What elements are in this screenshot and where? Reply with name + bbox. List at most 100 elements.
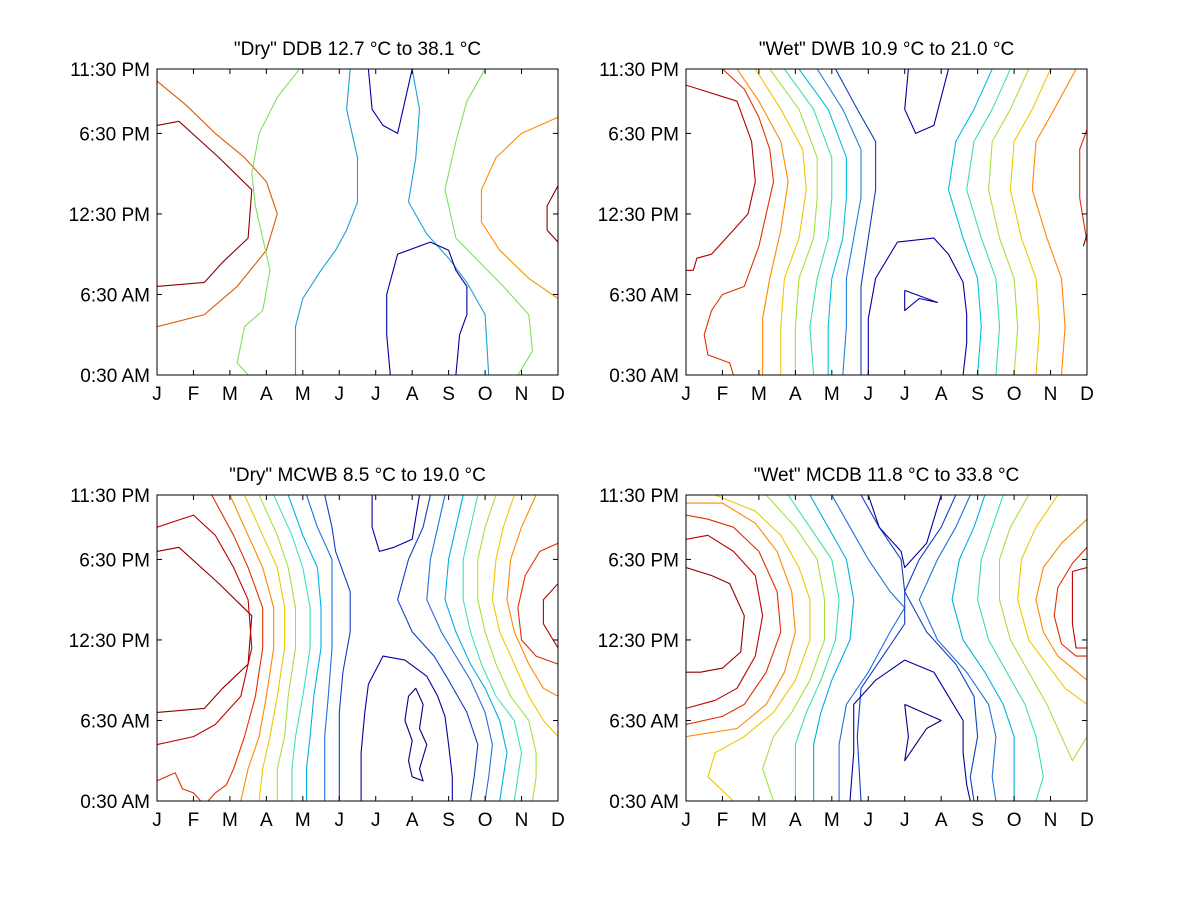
- y-tick-label: 11:30 PM: [70, 60, 150, 81]
- x-tick-label: J: [864, 384, 874, 405]
- x-tick-label: M: [295, 384, 311, 405]
- y-tick-label: 6:30 AM: [609, 285, 679, 306]
- contour-line: [506, 495, 558, 697]
- x-tick-label: J: [371, 810, 381, 831]
- contour-line: [904, 495, 979, 801]
- x-tick-label: M: [824, 384, 840, 405]
- contour-line: [157, 546, 253, 713]
- contour-line: [287, 495, 322, 801]
- contour-line: [477, 495, 537, 801]
- x-tick-label: D: [551, 384, 565, 405]
- contour-line: [904, 703, 942, 762]
- contour-line: [904, 289, 939, 312]
- contour-line: [1031, 69, 1077, 375]
- contour-line: [491, 495, 558, 737]
- contour-line: [407, 69, 490, 375]
- y-tick-label: 12:30 PM: [598, 631, 679, 652]
- contour-line: [360, 655, 453, 801]
- y-tick-label: 6:30 PM: [79, 550, 150, 571]
- contour-panel-3: "Dry" MCWB 8.5 °C to 19.0 °C J F M A M J J A S O N D…: [69, 465, 565, 831]
- contour-panel-1: "Dry" DDB 12.7 °C to 38.1 °C J F M A M J J A S O N D…: [69, 39, 565, 405]
- contour-line: [849, 659, 971, 801]
- x-tick-label: D: [1080, 810, 1094, 831]
- x-tick-label: M: [751, 384, 767, 405]
- x-tick-label: O: [1007, 384, 1022, 405]
- x-tick-label: O: [478, 384, 493, 405]
- x-tick-label: J: [681, 384, 691, 405]
- contour-line: [1082, 233, 1087, 247]
- contour-line: [762, 495, 826, 801]
- contour-line: [324, 495, 351, 801]
- y-tick-label: 6:30 PM: [79, 124, 150, 145]
- y-tick-label: 11:30 PM: [599, 60, 679, 81]
- contour-line: [816, 69, 862, 375]
- x-tick-label: A: [789, 384, 802, 405]
- y-tick-label: 6:30 AM: [80, 285, 150, 306]
- contour-line: [243, 495, 286, 801]
- contour-line: [783, 69, 833, 375]
- x-tick-label: N: [515, 810, 529, 831]
- y-tick-label: 0:30 AM: [80, 792, 150, 813]
- plot-border: [156, 494, 559, 802]
- y-tick-label: 0:30 AM: [609, 792, 679, 813]
- contour-line: [686, 514, 782, 726]
- contour-line: [1071, 566, 1087, 649]
- x-tick-label: O: [1007, 810, 1022, 831]
- x-tick-label: J: [152, 810, 162, 831]
- x-tick-label: A: [260, 384, 273, 405]
- contour-lines: [686, 495, 1087, 801]
- x-tick-label: J: [152, 384, 162, 405]
- contour-line: [305, 495, 333, 801]
- contour-line: [831, 495, 906, 801]
- contour-line: [754, 69, 807, 375]
- plot-area: [685, 68, 1088, 376]
- contour-line: [404, 687, 428, 782]
- contour-line: [686, 502, 796, 738]
- contour-line: [947, 69, 993, 375]
- x-tick-label: D: [551, 810, 565, 831]
- contour-line: [686, 84, 756, 271]
- x-tick-label: M: [222, 810, 238, 831]
- y-tick-label: 6:30 AM: [609, 711, 679, 732]
- x-tick-label: J: [900, 384, 910, 405]
- contour-line: [904, 69, 950, 134]
- y-tick-label: 0:30 AM: [80, 366, 150, 387]
- contour-line: [207, 495, 264, 801]
- contour-line: [542, 583, 558, 649]
- plot-area: [156, 68, 559, 376]
- contour-line: [444, 495, 508, 801]
- chart-title: "Dry" MCWB 8.5 °C to 19.0 °C: [229, 465, 486, 486]
- contour-line: [371, 495, 421, 552]
- y-tick-label: 6:30 AM: [80, 711, 150, 732]
- x-tick-label: A: [935, 384, 948, 405]
- contour-line: [835, 69, 877, 375]
- x-tick-label: M: [751, 810, 767, 831]
- x-tick-label: M: [222, 384, 238, 405]
- x-tick-label: D: [1080, 384, 1094, 405]
- x-tick-label: F: [717, 384, 729, 405]
- x-tick-label: M: [824, 810, 840, 831]
- chart-title: "Wet" MCDB 11.8 °C to 33.8 °C: [754, 465, 1020, 486]
- contour-line: [998, 495, 1087, 762]
- x-tick-label: N: [515, 384, 529, 405]
- contour-panel-4: "Wet" MCDB 11.8 °C to 33.8 °C J F M A M J J A S O N…: [598, 465, 1094, 831]
- contour-line: [157, 80, 278, 328]
- contour-line: [809, 495, 855, 801]
- contour-line: [157, 514, 253, 746]
- plot-area: [156, 494, 559, 802]
- contour-line: [517, 542, 558, 665]
- plot-area: [685, 494, 1088, 802]
- x-tick-label: J: [335, 810, 345, 831]
- contour-line: [769, 69, 818, 375]
- contour-line: [686, 534, 764, 709]
- x-tick-label: A: [406, 810, 419, 831]
- x-tick-label: J: [864, 810, 874, 831]
- contour-line: [966, 69, 1011, 375]
- contour-line: [707, 495, 811, 801]
- x-tick-label: J: [371, 384, 381, 405]
- x-tick-label: S: [971, 810, 984, 831]
- y-tick-label: 6:30 PM: [608, 124, 679, 145]
- contour-line: [546, 185, 558, 243]
- contour-line: [918, 495, 997, 801]
